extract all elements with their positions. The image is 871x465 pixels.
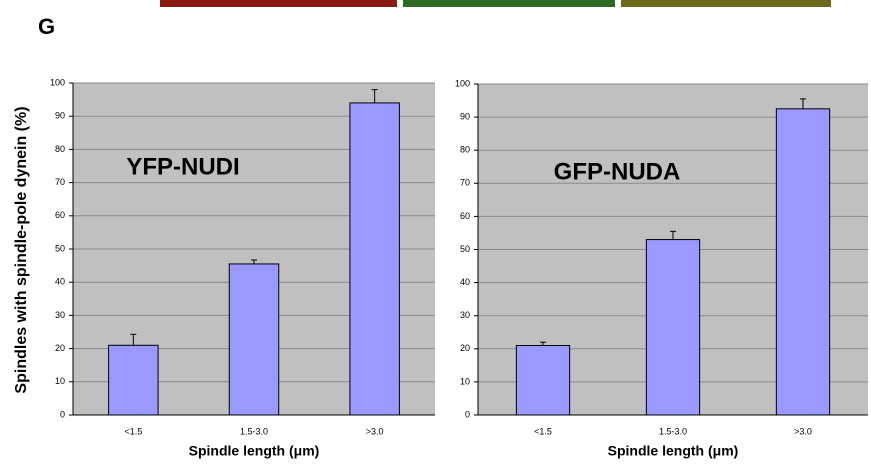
- panel-label: G: [38, 14, 55, 39]
- x-tick-label: 1.5-3.0: [659, 426, 687, 436]
- x-tick-label: 1.5-3.0: [240, 426, 268, 436]
- x-axis-label: Spindle length (μm): [189, 443, 320, 459]
- y-tick-label: 0: [465, 409, 470, 419]
- y-tick-label: 30: [460, 310, 470, 320]
- annotation: GFP-NUDA: [554, 158, 681, 185]
- y-tick-label: 10: [460, 376, 470, 386]
- bar: [646, 240, 699, 415]
- bar: [350, 103, 399, 415]
- y-tick-label: 0: [60, 409, 65, 419]
- figure: G Spindles with spindle-pole dynein (%) …: [0, 0, 871, 465]
- x-tick-label: <1.5: [534, 426, 552, 436]
- y-tick-label: 60: [460, 211, 470, 221]
- y-tick-label: 50: [460, 244, 470, 254]
- y-tick-label: 60: [55, 210, 65, 220]
- y-axis-label: Spindles with spindle-pole dynein (%): [13, 106, 30, 393]
- bar: [229, 264, 278, 415]
- y-tick-label: 90: [460, 111, 470, 121]
- y-tick-label: 30: [55, 310, 65, 320]
- annotation: YFP-NUDI: [126, 153, 239, 180]
- y-tick-label: 50: [55, 243, 65, 253]
- y-tick-label: 100: [50, 77, 65, 87]
- x-tick-label: >3.0: [794, 426, 812, 436]
- y-tick-label: 70: [55, 177, 65, 187]
- y-tick-label: 20: [55, 343, 65, 353]
- y-tick-label: 20: [460, 343, 470, 353]
- y-tick-label: 90: [55, 111, 65, 121]
- x-axis-label: Spindle length (μm): [608, 443, 739, 459]
- y-tick-label: 100: [455, 78, 470, 88]
- micrograph-strip: [403, 0, 615, 7]
- y-tick-label: 80: [55, 144, 65, 154]
- y-tick-label: 80: [460, 145, 470, 155]
- x-tick-label: <1.5: [124, 426, 142, 436]
- page: G Spindles with spindle-pole dynein (%) …: [0, 0, 871, 465]
- y-tick-label: 40: [55, 277, 65, 287]
- bar: [109, 345, 158, 415]
- x-tick-label: >3.0: [366, 426, 384, 436]
- y-tick-label: 10: [55, 376, 65, 386]
- y-tick-label: 70: [460, 178, 470, 188]
- micrograph-strip: [160, 0, 397, 7]
- bar: [516, 345, 569, 415]
- bar: [776, 109, 829, 415]
- y-tick-label: 40: [460, 277, 470, 287]
- micrograph-strip: [621, 0, 831, 7]
